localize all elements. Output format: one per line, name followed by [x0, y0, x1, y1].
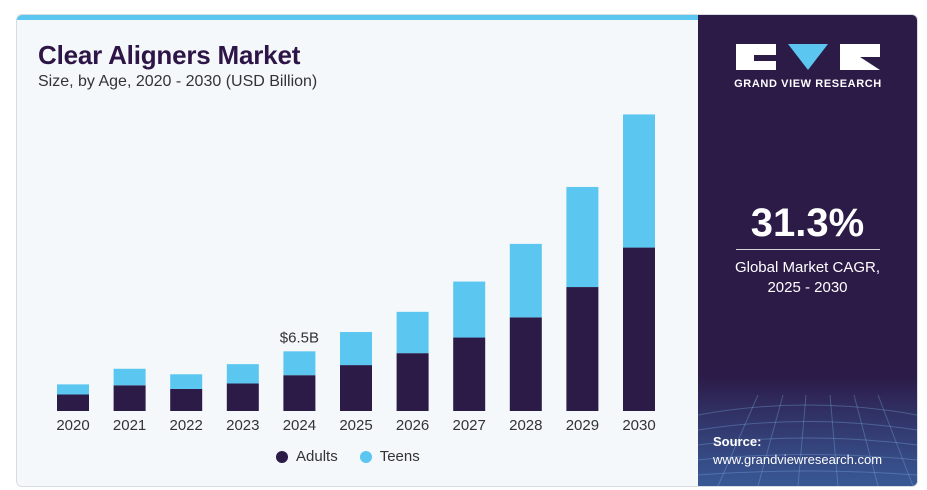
cagr-divider	[736, 249, 880, 250]
logo-mark-icon	[736, 44, 880, 70]
stacked-bar-chart: 2020 2021 2022 2023 2024 2025 2026 2027 2028 2029…	[56, 114, 656, 434]
bar-adults-2020	[57, 394, 89, 411]
cagr-value: 31.3%	[750, 201, 865, 245]
bar-teens-2028	[509, 243, 542, 318]
bar-teens-2020	[57, 384, 89, 395]
bar-teens-2025	[340, 332, 372, 366]
legend-item-teens: Teens	[359, 448, 420, 465]
bar-adults-2025	[340, 365, 372, 411]
bar-teens-2021	[113, 368, 146, 386]
bar-teens-2022	[170, 374, 203, 389]
x-tick-label-2022: 2022	[170, 417, 203, 434]
x-tick-label-2024: 2024	[283, 417, 316, 434]
legend-label-adults: Adults	[296, 448, 338, 465]
legend-swatch-teens	[359, 450, 372, 463]
annotation-2024: $6.5B	[280, 329, 319, 346]
x-tick-label-2020: 2020	[56, 417, 89, 434]
chart-card: Clear Aligners Market Size, by Age, 2020…	[16, 14, 918, 487]
bar-teens-2027	[453, 281, 486, 338]
bar-teens-2026	[396, 311, 429, 354]
x-tick-label-2028: 2028	[509, 417, 542, 434]
x-tick-label-2030: 2030	[622, 417, 655, 434]
bar-teens-2030	[623, 114, 655, 248]
x-tick-label-2029: 2029	[566, 417, 599, 434]
x-tick-label-2026: 2026	[396, 417, 429, 434]
bar-adults-2021	[113, 385, 146, 411]
bar-adults-2030	[623, 247, 655, 411]
x-tick-label-2023: 2023	[226, 417, 259, 434]
bar-adults-2026	[396, 353, 429, 411]
chart-subtitle: Size, by Age, 2020 - 2030 (USD Billion)	[38, 73, 318, 90]
legend-item-adults: Adults	[276, 448, 338, 465]
bar-adults-2022	[170, 388, 203, 411]
brand-logo: GRAND VIEW RESEARCH	[726, 40, 890, 92]
bar-teens-2029	[566, 186, 599, 288]
bar-adults-2027	[453, 337, 486, 411]
bar-adults-2024	[283, 375, 316, 411]
cagr-label-line2: 2025 - 2030	[767, 279, 848, 296]
x-tick-label-2027: 2027	[453, 417, 486, 434]
decorative-grid	[698, 375, 917, 486]
bar-adults-2028	[509, 317, 542, 411]
chart-legend: Adults Teens	[276, 448, 442, 465]
x-tick-label-2021: 2021	[113, 417, 146, 434]
source-label: Source:	[713, 434, 762, 449]
accent-bar	[17, 15, 698, 20]
brand-name: GRAND VIEW RESEARCH	[734, 78, 882, 90]
cagr-label: Global Market CAGR, 2025 - 2030	[698, 258, 917, 298]
source-url: www.grandviewresearch.com	[713, 452, 883, 467]
source-note: Source: www.grandviewresearch.com	[713, 433, 882, 469]
legend-swatch-adults	[276, 450, 288, 463]
bar-adults-2023	[226, 383, 259, 411]
legend-label-teens: Teens	[379, 448, 420, 465]
bar-teens-2023	[226, 364, 259, 384]
cagr-label-line1: Global Market CAGR,	[734, 259, 881, 276]
x-tick-label-2025: 2025	[339, 417, 372, 434]
chart-title: Clear Aligners Market	[38, 40, 301, 70]
bar-teens-2024	[283, 351, 316, 376]
bar-adults-2029	[566, 287, 599, 411]
info-panel: GRAND VIEW RESEARCH 31.3% Global Market …	[698, 15, 917, 486]
chart-panel: Clear Aligners Market Size, by Age, 2020…	[17, 15, 698, 486]
